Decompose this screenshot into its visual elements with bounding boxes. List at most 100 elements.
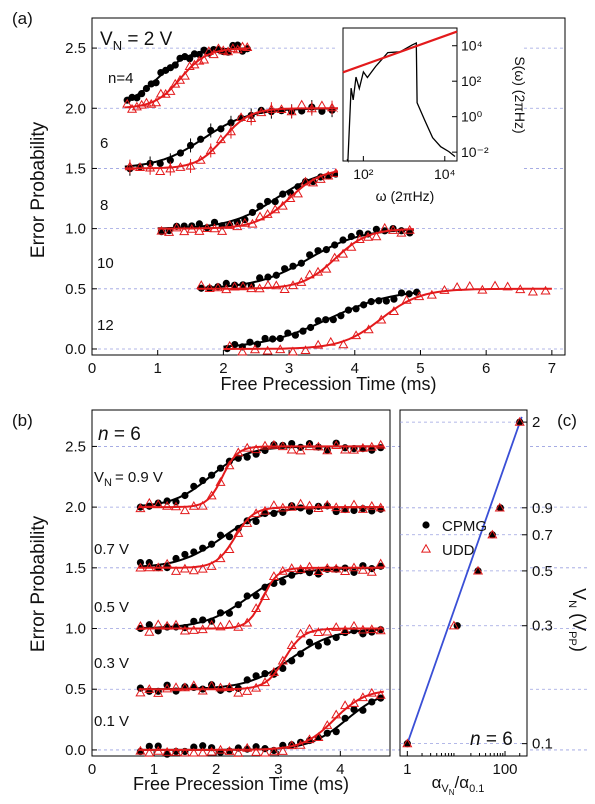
series-label: VN = 0.9 V [94,469,163,489]
udd-point [237,41,248,51]
udd-point [268,746,279,756]
udd-point [379,222,390,232]
udd-point [357,442,368,452]
panel-label-b: (b) [12,411,33,430]
udd-point [287,346,298,356]
udd-point [126,103,138,113]
udd-point [295,628,306,638]
cpmg-point [368,628,376,636]
annotation-n: n = 6 [98,424,141,445]
cpmg-point [329,316,337,324]
cpmg-point [248,208,257,217]
udd-point [179,747,190,757]
udd-point [212,282,224,292]
cpmg-point [197,135,205,143]
udd-point [325,336,336,346]
cpmg-point [322,316,330,324]
text-part: = 6 [109,424,141,445]
cpmg-point [382,297,390,305]
cpmg-point [291,331,300,339]
inset-x-tick-label: 10² [353,166,374,182]
udd-point [135,621,146,630]
cpmg-point [246,338,254,346]
udd-point [233,747,244,757]
cpmg-point [284,329,292,337]
udd-point [338,339,349,349]
cpmg-point [339,236,347,244]
udd-point [188,680,199,690]
udd-point [188,565,199,575]
udd-point [313,503,324,512]
cpmg-point [216,609,225,617]
cpmg-point [264,197,272,206]
udd-point [350,330,362,340]
udd-point [224,340,235,350]
udd-point [494,502,505,512]
udd-point [197,624,208,634]
x-axis-label: Free Precession Time (ms) [220,374,436,394]
udd-point [322,445,333,455]
y-tick-label: 1.0 [65,221,86,238]
udd-point [170,501,182,511]
udd-point [215,621,226,631]
cpmg-point [199,544,207,552]
udd-point [452,282,463,291]
udd-point [213,43,224,53]
udd-point [275,344,286,354]
cpmg-point [195,50,203,59]
udd-point [262,279,274,289]
udd-point [346,241,357,251]
udd-point [170,682,182,692]
cpmg-point [217,125,225,133]
udd-point [150,97,162,107]
udd-point [401,294,412,304]
udd-point [170,746,182,756]
cpmg-point [145,621,153,629]
udd-point [295,564,306,574]
series-label: n=4 [108,70,133,87]
udd-point [242,617,253,627]
udd-point [188,747,199,757]
udd-point [439,284,450,294]
udd-point [464,281,475,290]
cpmg-point [222,279,230,287]
udd-point [251,508,262,518]
udd-point [217,225,228,235]
cpmg-point [190,617,198,625]
x-tick-label: 2 [219,360,227,377]
y-tick-label: 0.3 [532,618,553,635]
cpmg-point [256,274,264,282]
cpmg-point [199,616,207,624]
udd-point [215,476,226,486]
cpmg-point [199,742,207,750]
cpmg-point [323,729,331,737]
udd-fit-curve [138,445,384,509]
udd-point [348,444,360,454]
cpmg-point [323,638,331,646]
text-part: V [569,588,589,600]
series-label: 12 [97,317,114,334]
udd-point [144,747,155,757]
udd-point [135,503,146,513]
udd-point [357,503,368,513]
udd-point [251,747,262,756]
udd-point [375,689,386,699]
udd-point [276,104,287,114]
udd-point [300,345,311,355]
udd-point [224,460,235,470]
udd-point [316,100,327,110]
udd-point [487,529,498,539]
udd-point [237,281,249,291]
fit-line [406,416,523,744]
cpmg-point [133,94,141,102]
inset-frame [342,27,458,162]
cpmg-point [405,290,413,298]
cpmg-point [305,507,314,515]
inset-x-label: ω (2πHz) [376,188,435,204]
udd-point [296,99,307,109]
annotation-n: n = 6 [470,729,513,750]
cpmg-point [142,84,151,93]
udd-point [135,745,146,755]
udd-point [209,223,220,233]
x-tick-label: 1 [154,360,162,377]
